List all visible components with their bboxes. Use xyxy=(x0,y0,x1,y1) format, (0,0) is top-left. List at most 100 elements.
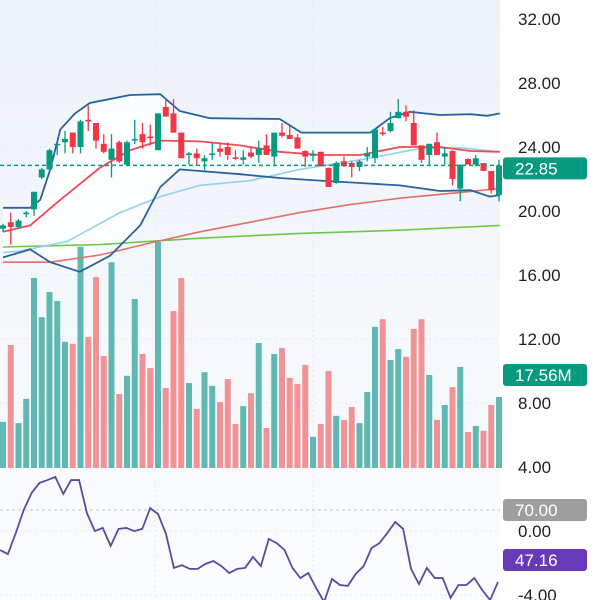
candle-body xyxy=(372,129,378,159)
candle-body xyxy=(93,123,99,141)
candle-body xyxy=(23,212,30,215)
volume-bar xyxy=(170,311,177,468)
rsi-level-tag-background xyxy=(503,499,587,521)
volume-bar xyxy=(162,387,169,468)
rsi-panel xyxy=(0,475,500,600)
candle-body xyxy=(364,153,371,157)
volume-bar xyxy=(263,427,270,468)
volume-bar xyxy=(418,319,425,468)
candle-body xyxy=(155,113,161,151)
volume-bar xyxy=(178,277,185,468)
volume-bar xyxy=(77,246,84,468)
candlesticks xyxy=(0,99,502,245)
candle-body xyxy=(271,132,278,157)
rsi-level-tag: 70.00 xyxy=(515,501,558,520)
candle-body xyxy=(224,147,231,155)
candle-body xyxy=(248,152,254,157)
volume-bar xyxy=(54,300,61,468)
volume-bar xyxy=(356,423,363,468)
candle-body xyxy=(333,163,340,183)
volume-bar xyxy=(333,415,340,468)
volume-bar xyxy=(325,370,332,468)
candle-body xyxy=(263,145,270,155)
volume-bar xyxy=(457,366,464,468)
volume-bar xyxy=(372,326,378,468)
candle-body xyxy=(217,148,223,152)
volume-bar xyxy=(100,355,107,468)
volume-bar xyxy=(116,393,123,468)
price-tick-label: 16.00 xyxy=(518,266,561,285)
volume-bar xyxy=(434,419,440,468)
candle-body xyxy=(496,165,502,195)
candle-body xyxy=(0,225,6,229)
volume-bar xyxy=(302,364,309,468)
candle-body xyxy=(131,139,138,141)
candle-body xyxy=(209,153,216,155)
candle-body xyxy=(69,132,76,147)
volume-bar xyxy=(317,423,324,468)
price-tick-label: 8.00 xyxy=(518,394,551,413)
candle-body xyxy=(108,148,115,160)
volume-bar xyxy=(410,328,417,468)
volume-bar xyxy=(193,408,200,468)
axis-tags: 22.85 17.56M 70.00 47.16 xyxy=(503,157,587,571)
volume-bar xyxy=(403,356,409,468)
volume-bar xyxy=(224,379,231,468)
price-tick-label: 12.00 xyxy=(518,330,561,349)
volume-bar xyxy=(31,277,37,468)
volume-bar xyxy=(240,406,247,468)
candle-body xyxy=(279,132,285,136)
candle-body xyxy=(410,123,417,146)
candle-body xyxy=(62,139,68,143)
volume-bar xyxy=(155,241,161,468)
candle-body xyxy=(31,191,37,210)
volume-bar xyxy=(465,432,471,468)
price-axis[interactable]: 32.00 28.00 24.00 20.00 16.00 12.00 8.00 4.00 0.… xyxy=(518,10,561,600)
last-price-tag-background xyxy=(503,157,587,180)
candle-body xyxy=(124,142,130,165)
candle-body xyxy=(356,161,363,167)
candle-body xyxy=(186,153,192,155)
candle-body xyxy=(387,123,394,131)
candle-body xyxy=(434,142,440,155)
volume-bar xyxy=(364,391,371,468)
candle-body xyxy=(170,113,177,133)
volume-bar xyxy=(248,393,254,468)
volume-bar xyxy=(15,423,22,468)
candle-body xyxy=(147,136,154,139)
volume-bar xyxy=(139,353,146,468)
candle-body xyxy=(488,171,495,191)
rsi-value-tag: 47.16 xyxy=(515,551,558,570)
volume-bar xyxy=(379,319,386,468)
volume-bar xyxy=(69,343,76,468)
rsi-value-tag-background xyxy=(503,549,587,571)
ma-green-line xyxy=(2,224,500,248)
volume-bar xyxy=(395,349,402,468)
volume-bar xyxy=(488,404,495,468)
price-tick-label: 0.00 xyxy=(518,522,551,541)
candle-body xyxy=(38,169,45,178)
candle-body xyxy=(310,154,316,156)
volume-bar xyxy=(286,377,293,468)
ma-red-line xyxy=(3,187,500,264)
volume-bar xyxy=(85,336,92,468)
volume-bar xyxy=(186,383,192,468)
volume-bar xyxy=(232,423,239,468)
candle-body xyxy=(325,167,332,187)
candle-body xyxy=(302,151,309,157)
candle-body xyxy=(317,151,324,167)
candle-body xyxy=(15,220,22,227)
candle-body xyxy=(116,142,123,162)
candle-body xyxy=(46,150,53,170)
candle-body xyxy=(77,121,84,147)
volume-bars xyxy=(0,241,502,468)
volume-bar xyxy=(23,398,30,468)
volume-bar xyxy=(348,406,355,468)
volume-bar xyxy=(341,419,347,468)
candle-body xyxy=(7,222,14,227)
candle-body xyxy=(465,159,471,165)
candle-body xyxy=(379,132,386,135)
candle-body xyxy=(403,111,409,117)
candle-body xyxy=(441,153,448,157)
